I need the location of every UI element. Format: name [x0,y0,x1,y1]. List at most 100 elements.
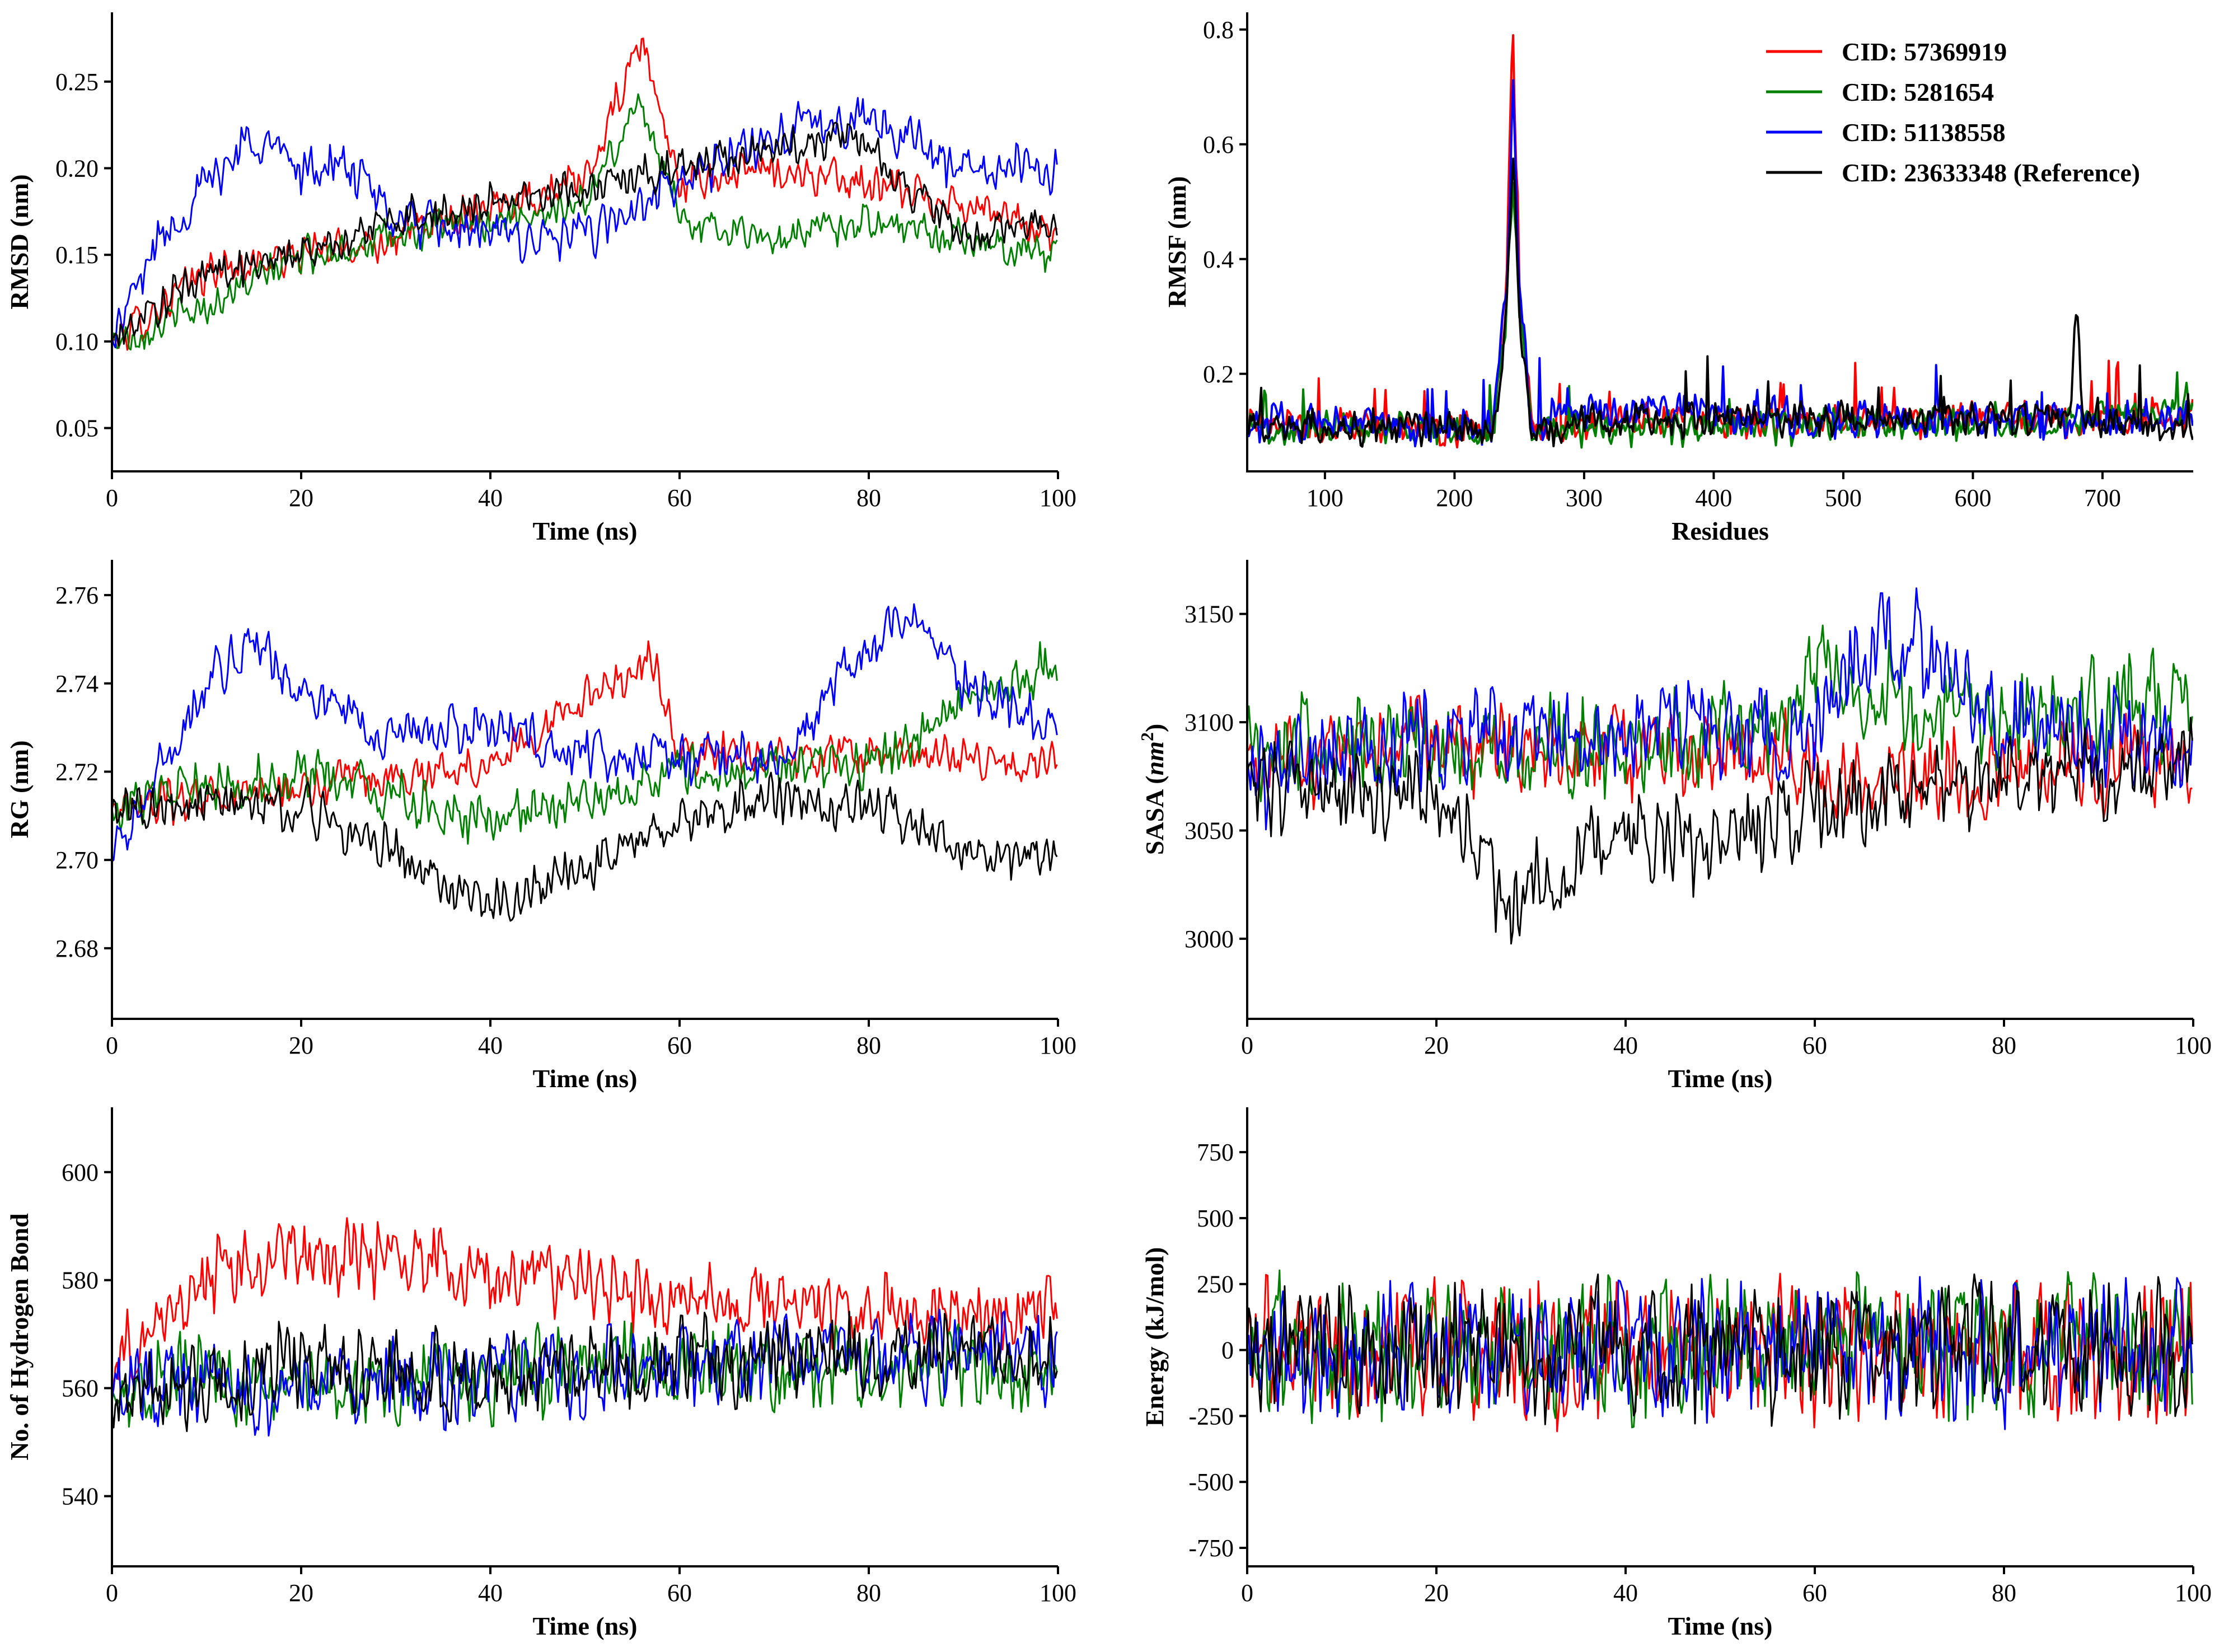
hbond-series-1 [112,1217,1058,1391]
energy-ytick-label: 0 [1221,1337,1234,1364]
hbond-series-2 [112,1320,1058,1428]
legend-label-2: CID: 5281654 [1842,78,1994,106]
rmsd-xtick-label: 100 [1040,484,1076,512]
hbond-series-3 [112,1308,1058,1436]
rmsf-xlabel: Residues [1671,517,1769,545]
rmsd-xtick-label: 80 [856,484,881,512]
energy-xtick-label: 40 [1613,1579,1638,1607]
rg-xtick-label: 60 [667,1032,692,1059]
rmsf-xtick-label: 200 [1436,484,1473,512]
rmsd-ytick-label: 0.15 [55,241,99,269]
energy-ylabel: Energy (kJ/mol) [1140,1247,1169,1427]
rmsf-series-4 [1247,157,2193,448]
rmsd-ylabel: RMSD (nm) [5,174,34,309]
sasa-xtick-label: 60 [1802,1032,1827,1059]
rmsd-xtick-label: 20 [289,484,313,512]
rg-ytick-label: 2.74 [55,670,99,698]
legend-label-1: CID: 57369919 [1842,38,2007,66]
hbond-ylabel: No. of Hydrogen Bond [5,1213,34,1461]
rg-ytick-label: 2.70 [55,846,99,874]
sasa-ytick-label: 3150 [1184,601,1234,628]
rmsd-xlabel: Time (ns) [533,517,638,545]
energy-xtick-label: 60 [1802,1579,1827,1607]
hbond-ytick-label: 580 [62,1267,99,1294]
rmsf-xtick-label: 500 [1825,484,1862,512]
rmsd-xtick-label: 40 [478,484,503,512]
energy-panel: 0 20 40 60 80 100 -750 -500 -250 0 250 500 750 Time (… [1140,1107,2212,1640]
sasa-xtick-label: 80 [1992,1032,2016,1059]
hbond-ytick-label: 560 [62,1375,99,1402]
rg-series-3 [112,603,1058,863]
rg-xtick-label: 80 [856,1032,881,1059]
rmsd-series-3 [112,97,1058,349]
legend-label-3: CID: 51138558 [1842,118,2006,147]
energy-ytick-label: -500 [1188,1468,1234,1496]
rmsf-xtick-label: 100 [1307,484,1343,512]
sasa-xtick-label: 0 [1241,1032,1253,1059]
sasa-series-4 [1247,717,2193,945]
sasa-ytick-label: 3050 [1184,817,1234,844]
rg-ytick-label: 2.72 [55,758,99,785]
rmsd-ytick-label: 0.25 [55,68,99,96]
rmsd-xtick-label: 0 [106,484,118,512]
rmsf-xtick-label: 700 [2084,484,2121,512]
rg-xtick-label: 20 [289,1032,313,1059]
rmsd-series-4 [112,121,1058,347]
rmsd-series-2 [112,93,1058,350]
rg-series-1 [112,640,1058,826]
energy-xtick-label: 0 [1241,1579,1253,1607]
sasa-ytick-label: 3000 [1184,925,1234,953]
rg-xlabel: Time (ns) [533,1064,638,1093]
energy-xtick-label: 20 [1424,1579,1449,1607]
rmsd-axes [111,12,1058,472]
hbond-xtick-label: 100 [1040,1579,1076,1607]
rmsf-series-3 [1247,79,2193,448]
energy-xtick-label: 80 [1992,1579,2016,1607]
hbond-panel: 0 20 40 60 80 100 540 560 580 600 Time (ns) No. of … [5,1107,1076,1640]
energy-ytick-label: 500 [1197,1205,1234,1232]
sasa-xtick-label: 40 [1613,1032,1638,1059]
rmsf-ytick-label: 0.2 [1203,361,1234,388]
rg-xtick-label: 0 [106,1032,118,1059]
sasa-xtick-label: 20 [1424,1032,1449,1059]
rg-ytick-label: 2.68 [55,935,99,962]
energy-ytick-label: -750 [1188,1534,1234,1562]
rmsf-xtick-label: 400 [1695,484,1732,512]
rg-xtick-label: 40 [478,1032,503,1059]
hbond-xtick-label: 0 [106,1579,118,1607]
rg-panel: 0 20 40 60 80 100 2.68 2.70 2.72 2.74 2.76 Time (ns… [5,560,1076,1093]
rmsd-ytick-label: 0.10 [55,328,99,355]
energy-ytick-label: 250 [1197,1271,1234,1298]
rg-series-2 [112,641,1058,845]
hbond-ytick-label: 600 [62,1159,99,1186]
sasa-panel: 0 20 40 60 80 100 3000 3050 3100 3150 Time (ns) SAS… [1137,560,2212,1093]
rmsd-ytick-label: 0.05 [55,415,99,442]
rmsd-xtick-label: 60 [667,484,692,512]
rmsf-series-1 [1247,34,2193,449]
rmsd-panel: 0 20 40 60 80 100 0.05 0.10 0.15 0.20 0.25 Time (ns… [5,12,1076,545]
sasa-xtick-label: 100 [2175,1032,2212,1059]
rmsd-ytick-label: 0.20 [55,155,99,182]
hbond-series-4 [112,1311,1058,1433]
rmsd-series-1 [112,38,1058,351]
hbond-xtick-label: 20 [289,1579,313,1607]
rmsf-xtick-label: 600 [1954,484,1991,512]
energy-series-4 [1247,1273,2193,1427]
hbond-xlabel: Time (ns) [533,1612,638,1640]
rmsf-xtick-label: 300 [1566,484,1603,512]
rg-ytick-label: 2.76 [55,582,99,609]
legend-label-4: CID: 23633348 (Reference) [1842,158,2140,187]
sasa-ylabel: SASA (nm2) [1137,724,1169,855]
sasa-series-3 [1247,587,2193,831]
hbond-ytick-label: 540 [62,1483,99,1510]
rg-ylabel: RG (nm) [5,740,34,838]
hbond-axes [111,1107,1058,1567]
rg-xtick-label: 100 [1040,1032,1076,1059]
energy-ytick-label: -250 [1188,1402,1234,1430]
hbond-xtick-label: 80 [856,1579,881,1607]
energy-xlabel: Time (ns) [1668,1612,1773,1640]
energy-ytick-label: 750 [1197,1139,1234,1166]
rmsf-panel: 100 200 300 400 500 600 700 0.2 0.4 0.6 0.8 Residue… [1163,12,2193,545]
legend: CID: 57369919 CID: 5281654 CID: 51138558 CI… [1766,38,2140,187]
